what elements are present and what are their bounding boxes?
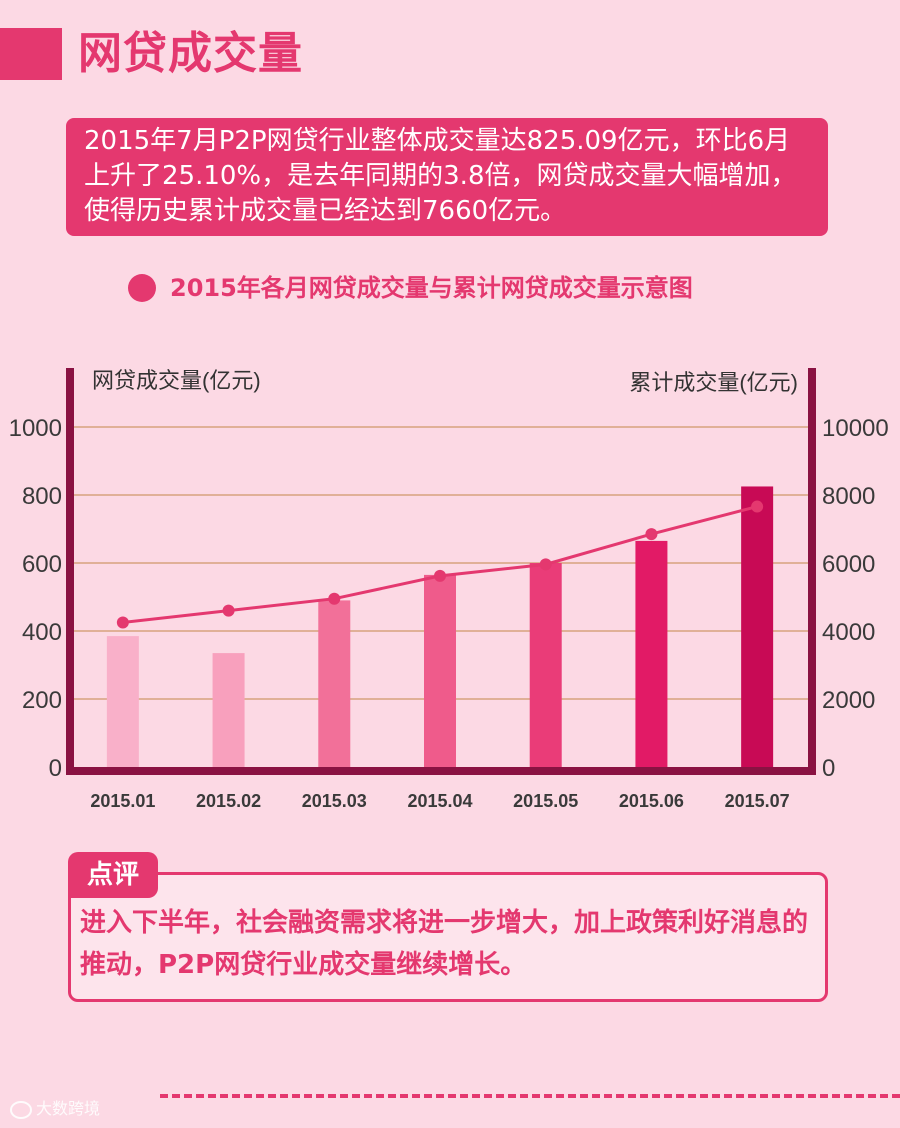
cumulative-point-2015.02 xyxy=(222,604,235,617)
left-tick-label: 800 xyxy=(22,483,62,510)
left-tick-label: 0 xyxy=(49,755,62,782)
x-tick-label: 2015.05 xyxy=(513,791,578,810)
summary-box: 2015年7月P2P网贷行业整体成交量达825.09亿元，环比6月上升了25.1… xyxy=(66,118,828,236)
bullet-dot-icon xyxy=(128,274,156,302)
x-tick-label: 2015.04 xyxy=(407,791,472,810)
page-title: 网贷成交量 xyxy=(78,28,303,79)
bar-2015.01 xyxy=(106,636,139,767)
bar-2015.07 xyxy=(741,486,774,767)
bar-2015.04 xyxy=(424,574,456,767)
left-tick-label: 600 xyxy=(22,551,62,578)
right-tick-label: 2000 xyxy=(822,687,875,714)
bars xyxy=(106,486,774,767)
right-tick-label: 6000 xyxy=(822,551,875,578)
dashed-divider xyxy=(160,1094,900,1098)
x-tick-label: 2015.02 xyxy=(196,791,261,810)
cumulative-point-2015.01 xyxy=(116,616,129,629)
watermark-logo-icon xyxy=(10,1100,32,1119)
x-tick-label: 2015.03 xyxy=(302,791,367,810)
left-axis xyxy=(66,368,74,771)
comment-tag: 点评 xyxy=(68,852,158,898)
cumulative-point-2015.07 xyxy=(751,500,764,513)
x-tick-label: 2015.07 xyxy=(725,791,790,810)
axes xyxy=(66,368,816,775)
x-axis xyxy=(66,767,816,775)
bar-2015.06 xyxy=(635,540,668,767)
x-tick-label: 2015.01 xyxy=(90,791,155,810)
cumulative-point-2015.03 xyxy=(328,592,341,605)
cumulative-line xyxy=(116,500,764,629)
right-tick-label: 8000 xyxy=(822,483,875,510)
comment-box xyxy=(68,872,828,1002)
right-tick-label: 0 xyxy=(822,755,835,782)
left-tick-label: 200 xyxy=(22,687,62,714)
left-tick-label: 1000 xyxy=(9,415,62,442)
cumulative-point-2015.06 xyxy=(645,528,658,541)
left-tick-label: 400 xyxy=(22,619,62,646)
bar-2015.03 xyxy=(318,600,351,767)
cumulative-point-2015.04 xyxy=(434,569,446,582)
watermark-text: 大数跨境 xyxy=(36,1099,101,1118)
summary-text: 2015年7月P2P网贷行业整体成交量达825.09亿元，环比6月上升了25.1… xyxy=(84,126,797,226)
combo-chart: 0200400600800100002000400060008000100002… xyxy=(9,368,889,810)
bar-2015.02 xyxy=(212,653,245,767)
comment-text: 进入下半年，社会融资需求将进一步增大，加上政策利好消息的推动，P2P网贷行业成交… xyxy=(80,908,809,980)
title-accent-block xyxy=(0,28,62,80)
chart-title: 2015年各月网贷成交量与累计网贷成交量示意图 xyxy=(170,274,693,302)
bar-2015.05 xyxy=(529,563,562,767)
right-tick-label: 4000 xyxy=(822,619,875,646)
right-axis-label: 累计成交量(亿元) xyxy=(629,370,798,395)
left-axis-label: 网贷成交量(亿元) xyxy=(92,368,261,393)
x-tick-label: 2015.06 xyxy=(619,791,684,810)
right-axis xyxy=(808,368,816,771)
right-tick-label: 10000 xyxy=(822,415,889,442)
cumulative-point-2015.05 xyxy=(539,558,552,571)
tick-labels: 0200400600800100002000400060008000100002… xyxy=(9,415,889,810)
watermark: 大数跨境 xyxy=(10,1098,100,1120)
